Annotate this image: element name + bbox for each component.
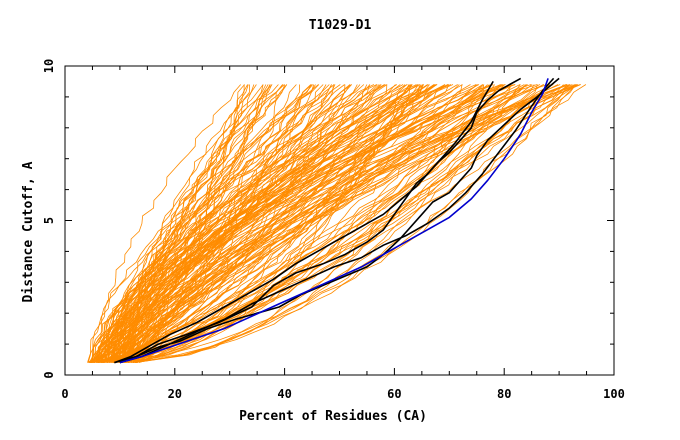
model-curve [104,84,429,363]
model-curve [102,84,548,363]
model-curve [132,84,538,363]
y-tick-label: 5 [42,217,56,224]
model-curve [102,84,463,363]
model-curve [97,84,578,363]
model-curve [123,84,312,363]
highlighted-model-curves [114,77,560,364]
y-tick-label: 10 [42,59,56,73]
model-curve [134,84,286,363]
model-curve [101,84,532,363]
x-tick-label: 0 [61,387,68,401]
model-curve [107,84,412,363]
axis-ticks: 0 20 40 60 80 100 0 5 10 [42,59,625,401]
model-curve [91,84,330,363]
series-line-model-black-1 [114,80,494,364]
background-model-curves [87,84,587,363]
model-curve [127,84,577,363]
model-curve [90,84,575,363]
model-curve [95,84,449,363]
x-axis-label: Percent of Residues (CA) [239,409,427,424]
series-line-model-black-4 [119,77,555,364]
model-curve [132,84,422,363]
model-curve [117,84,386,363]
model-curve [129,84,541,363]
y-tick-label: 0 [42,371,56,378]
model-curve [102,84,352,363]
model-curve [128,84,267,363]
model-curve [119,84,567,363]
model-curve [105,84,283,363]
model-curve [94,84,242,363]
x-tick-label: 60 [387,387,401,401]
model-curve [94,84,346,363]
model-curve [111,84,554,363]
model-curve [89,84,297,363]
model-curve [91,84,410,363]
model-curve [112,84,336,363]
model-curve [135,84,506,363]
model-curve [100,84,587,363]
model-curve [99,84,358,363]
model-curve [103,84,341,363]
x-tick-label: 20 [168,387,182,401]
x-tick-label: 80 [497,387,511,401]
x-tick-label: 100 [603,387,625,401]
model-curve [103,84,423,363]
model-curve [93,84,361,363]
x-tick-label: 40 [277,387,291,401]
model-curve [98,84,406,363]
series-line-model-blue [119,78,549,364]
model-curve [100,84,488,363]
model-curve [118,84,438,363]
y-axis-label: Distance Cutoff, A [21,161,36,302]
model-curve [133,84,544,363]
model-curve [125,84,535,363]
chart-title: T1029-D1 [309,18,372,33]
model-curve [109,84,413,363]
model-curve [127,84,327,363]
model-curve [124,84,312,363]
model-curve [87,84,567,363]
model-curve [134,84,527,363]
model-curve [111,84,255,363]
